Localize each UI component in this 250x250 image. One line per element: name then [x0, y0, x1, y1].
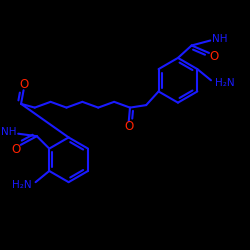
Text: H₂N: H₂N	[12, 180, 32, 190]
Text: H₂N: H₂N	[215, 78, 234, 88]
Text: O: O	[12, 143, 21, 156]
Text: NH: NH	[212, 34, 228, 44]
Text: O: O	[124, 120, 134, 133]
Text: O: O	[19, 78, 28, 91]
Text: NH: NH	[1, 128, 16, 138]
Text: O: O	[209, 50, 218, 63]
